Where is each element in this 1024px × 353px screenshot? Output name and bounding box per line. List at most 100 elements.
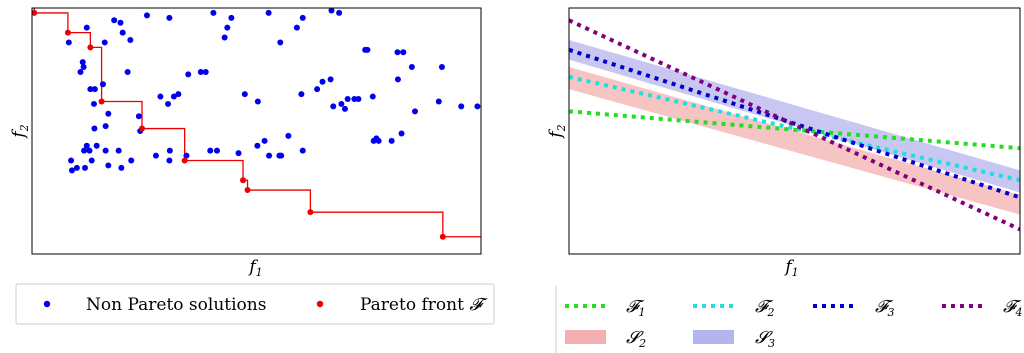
non-pareto-point: [170, 93, 177, 100]
non-pareto-point: [330, 103, 337, 110]
right-legend: 𝓕1 𝓕2 𝓕3 𝓕4 𝓢2 𝓢3: [555, 286, 1023, 353]
non-pareto-point: [152, 152, 159, 159]
non-pareto-point: [254, 98, 261, 105]
non-pareto-point: [265, 9, 272, 16]
non-pareto-point: [143, 12, 150, 19]
non-pareto-point: [241, 91, 248, 98]
non-pareto-point: [124, 68, 131, 75]
non-pareto-point: [105, 110, 112, 117]
non-pareto-point: [293, 24, 300, 31]
non-pareto-point: [299, 14, 306, 21]
non-pareto-point: [128, 157, 135, 164]
pareto-point: [244, 187, 251, 194]
non-pareto-point: [102, 123, 109, 130]
left-plot: f1 f2: [9, 7, 482, 279]
non-pareto-point: [79, 59, 86, 66]
non-pareto-point: [119, 29, 126, 36]
non-pareto-point: [102, 147, 109, 154]
non-pareto-point: [394, 76, 401, 83]
non-pareto-point: [411, 108, 418, 115]
non-pareto-point: [458, 103, 465, 110]
non-pareto-point: [83, 142, 90, 149]
non-pareto-point: [81, 147, 88, 154]
left-legend: Non Pareto solutions Pareto front 𝓕: [15, 283, 495, 325]
legend-f4-label: 𝓕4: [1003, 297, 1023, 319]
right-x-axis-label: f1: [783, 257, 798, 279]
non-pareto-point: [228, 14, 235, 21]
non-pareto-point: [183, 152, 190, 159]
non-pareto-point: [210, 9, 217, 16]
non-pareto-point: [73, 164, 80, 171]
non-pareto-point: [166, 14, 173, 21]
series-line-f4: [569, 18, 1020, 232]
left-legend-box: [15, 283, 495, 325]
left-plot-frame: [31, 7, 482, 255]
non-pareto-point: [394, 49, 401, 56]
non-pareto-point: [398, 130, 405, 137]
left-plot-points: [32, 8, 481, 240]
non-pareto-point: [298, 91, 305, 98]
non-pareto-point: [166, 157, 173, 164]
non-pareto-point: [65, 39, 72, 46]
band-s3: [569, 39, 1020, 193]
left-y-axis-label: f2: [9, 124, 31, 139]
non-pareto-point: [314, 86, 321, 93]
non-pareto-point: [344, 96, 351, 103]
non-pareto-point: [224, 24, 231, 31]
legend-pareto-label: Pareto front 𝓕: [360, 295, 488, 315]
pareto-point: [32, 9, 38, 16]
right-plot: f1 f2: [546, 7, 1021, 279]
non-pareto-point: [261, 137, 268, 144]
non-pareto-point: [91, 125, 98, 132]
non-pareto-point: [87, 86, 94, 93]
non-pareto-point: [115, 147, 122, 154]
non-pareto-point: [185, 71, 192, 78]
pareto-point: [181, 157, 188, 164]
non-pareto-point: [341, 105, 348, 112]
non-pareto-point: [319, 78, 326, 85]
pareto-point: [240, 177, 247, 184]
non-pareto-point: [277, 39, 284, 46]
series-line-f1: [569, 109, 1020, 151]
non-pareto-point: [175, 91, 182, 98]
non-pareto-point: [327, 76, 334, 83]
non-pareto-point: [355, 96, 362, 103]
legend-s2-swatch: [565, 330, 606, 344]
non-pareto-point: [81, 164, 88, 171]
non-pareto-point: [254, 142, 261, 149]
non-pareto-point: [388, 137, 395, 144]
pareto-point: [139, 125, 146, 132]
non-pareto-point: [166, 147, 173, 154]
pareto-point: [439, 233, 446, 240]
non-pareto-point: [408, 64, 415, 71]
pareto-point: [87, 44, 94, 51]
non-pareto-point: [93, 142, 100, 149]
legend-f2-label: 𝓕2: [755, 297, 775, 319]
legend-s2-label: 𝓢2: [626, 328, 646, 350]
non-pareto-point: [111, 17, 118, 24]
non-pareto-point: [86, 147, 93, 154]
legend-f1-label: 𝓕1: [626, 297, 646, 319]
legend-s3-label: 𝓢3: [755, 328, 775, 350]
non-pareto-point: [99, 81, 106, 88]
non-pareto-point: [101, 39, 108, 46]
left-x-axis-label: f1: [247, 257, 262, 279]
non-pareto-point: [91, 86, 98, 93]
non-pareto-point: [90, 100, 97, 107]
right-plot-frame: [568, 7, 1021, 255]
series-line-f3: [569, 47, 1020, 200]
non-pareto-point: [135, 113, 142, 120]
non-pareto-point: [83, 24, 90, 31]
pareto-point: [98, 98, 105, 105]
non-pareto-point: [336, 9, 343, 16]
non-pareto-point: [328, 8, 335, 14]
non-pareto-point: [80, 64, 87, 71]
pareto-point: [307, 209, 314, 216]
non-pareto-point: [118, 164, 125, 171]
non-pareto-point: [68, 167, 75, 174]
non-pareto-point: [202, 68, 209, 75]
non-pareto-point: [266, 152, 273, 159]
non-pareto-point: [88, 157, 95, 164]
legend-pareto-marker: [316, 300, 324, 308]
